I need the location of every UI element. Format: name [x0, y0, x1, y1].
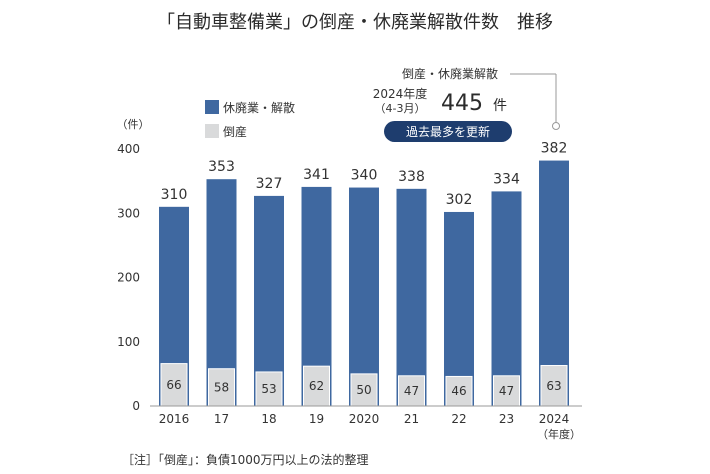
x-tick-label: 22 [451, 412, 466, 426]
bar-closures [206, 179, 237, 406]
y-unit-label: （件） [117, 118, 150, 131]
bar-closures [444, 211, 474, 406]
x-tick-label: 23 [499, 412, 514, 426]
data-label-bankruptcies: 53 [261, 382, 276, 396]
bar-closures [254, 195, 284, 406]
data-label-bankruptcies: 46 [451, 384, 466, 398]
legend-label-closures: 休廃業・解散 [223, 100, 295, 115]
x-tick-label: 17 [214, 412, 229, 426]
data-label-bankruptcies: 47 [499, 384, 514, 398]
x-axis: 2016 17 18 19 2020 21 22 23 2024 [159, 412, 570, 426]
data-label-bankruptcies: 62 [309, 379, 324, 393]
bar-closures [396, 188, 427, 406]
x-tick-label: 18 [261, 412, 276, 426]
callout-total-value: 445 [441, 91, 483, 116]
footnote: ［注］「倒産」：負債1000万円以上の法的整理 [122, 452, 369, 467]
y-tick-label: 300 [117, 206, 140, 220]
data-label-bankruptcies: 50 [356, 383, 371, 397]
chart-title: 「自動車整備業」の倒産・休廃業解散件数 推移 [157, 12, 553, 33]
x-tick-label: 19 [309, 412, 324, 426]
bar-closures [349, 187, 379, 406]
data-label-bankruptcies: 66 [166, 378, 181, 392]
x-unit-label: （年度） [537, 427, 581, 441]
bar-bankruptcies [208, 368, 235, 407]
y-axis: 0 100 200 300 400 [117, 142, 140, 413]
legend-swatch-closures [205, 100, 219, 114]
data-label-closures: 310 [161, 187, 188, 203]
callout: 倒産・休廃業解散 2024年度 （4-3月） 445 件 過去最多を更新 [373, 66, 560, 142]
callout-period-months: （4-3月） [375, 102, 426, 115]
bar-bankruptcies [160, 363, 188, 407]
callout-total-unit: 件 [493, 98, 507, 114]
data-label-closures: 382 [541, 141, 568, 157]
data-label-bankruptcies: 47 [404, 384, 419, 398]
data-label-closures: 327 [256, 176, 283, 192]
data-label-bankruptcies: 58 [214, 380, 229, 394]
data-label-closures: 302 [446, 192, 473, 208]
bars: 310 66 353 58 327 53 341 62 340 50 338 47 302 46 334 47… [159, 141, 569, 407]
y-tick-label: 400 [117, 142, 140, 156]
bar-closures [491, 191, 522, 406]
legend-label-bankruptcies: 倒産 [223, 124, 247, 139]
data-label-closures: 341 [303, 167, 330, 183]
x-tick-label: 2020 [349, 412, 380, 426]
legend: 休廃業・解散 倒産 [205, 100, 295, 139]
callout-period-year: 2024年度 [373, 86, 428, 101]
y-tick-label: 200 [117, 271, 140, 285]
y-tick-label: 0 [132, 399, 140, 413]
legend-swatch-bankruptcies [205, 124, 219, 138]
data-label-bankruptcies: 63 [546, 379, 561, 393]
callout-badge [384, 121, 512, 142]
x-tick-label: 21 [404, 412, 419, 426]
x-tick-label: 2024 [539, 412, 570, 426]
x-tick-label: 2016 [159, 412, 190, 426]
y-tick-label: 100 [117, 335, 140, 349]
callout-header: 倒産・休廃業解散 [402, 66, 498, 81]
data-label-closures: 340 [351, 168, 378, 184]
data-label-closures: 334 [493, 171, 520, 187]
bar-bankruptcies [540, 365, 568, 407]
data-label-closures: 353 [208, 159, 235, 175]
callout-badge-text: 過去最多を更新 [406, 124, 490, 139]
callout-leader-dot [552, 122, 560, 130]
data-label-closures: 338 [398, 169, 425, 185]
bar-bankruptcies [303, 365, 330, 407]
